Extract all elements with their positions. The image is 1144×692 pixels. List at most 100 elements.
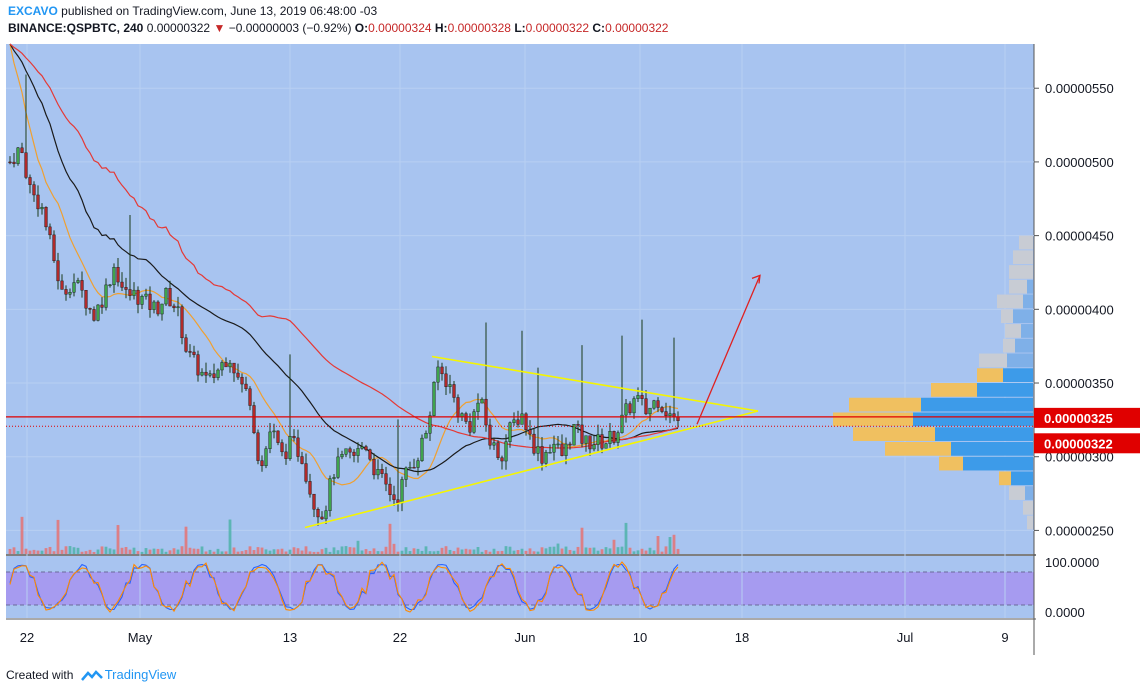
volume-bar: [200, 546, 204, 554]
candle-body: [252, 405, 256, 434]
volume-bar: [36, 550, 40, 554]
volume-bar: [88, 549, 92, 554]
price-tick-label: 0.00000450: [1045, 229, 1114, 244]
candle-body: [32, 184, 36, 196]
candle-body: [564, 443, 568, 456]
candle-body: [524, 413, 528, 431]
volume-bar: [320, 549, 324, 554]
profile-bar: [1013, 309, 1033, 324]
volume-bar: [76, 547, 80, 554]
volume-bar: [248, 546, 252, 554]
stoch-axis: 100.0000 0.0000: [1045, 555, 1099, 620]
volume-bar: [164, 551, 168, 554]
candle-body: [76, 280, 80, 283]
volume-bar: [632, 551, 636, 554]
candle-body: [460, 413, 464, 417]
volume-bar: [264, 549, 268, 554]
volume-bar: [112, 549, 116, 554]
price-axis: 0.00000550 0.00000500 0.00000450 0.00000400…: [1034, 81, 1140, 538]
price-label-box: [1034, 407, 1140, 428]
volume-bar: [80, 551, 84, 554]
volume-bar: [416, 548, 420, 554]
candle-body: [632, 398, 636, 414]
volume-bar: [156, 548, 160, 554]
volume-profile: [833, 235, 1033, 530]
high-value: 0.00000328: [447, 21, 511, 35]
volume-bar: [116, 525, 120, 554]
volume-bar: [496, 551, 500, 554]
high-label: H:: [434, 21, 448, 35]
candle-body: [580, 424, 584, 444]
volume-bar: [564, 546, 568, 554]
volume-bar: [368, 551, 372, 554]
volume-bar: [568, 549, 572, 554]
candle-body: [492, 442, 496, 446]
volume-bar: [340, 546, 344, 554]
profile-bar-secondary: [997, 294, 1023, 309]
volume-bar: [624, 522, 628, 554]
candle-body: [452, 384, 456, 398]
candle-body: [280, 442, 284, 453]
volume-bar: [20, 516, 24, 554]
volume-bar: [260, 547, 264, 554]
candle-body: [368, 449, 372, 460]
candle-body: [444, 373, 448, 387]
candle-body: [628, 403, 632, 414]
candle-body: [260, 460, 264, 467]
volume-bar: [224, 551, 228, 554]
candle-body: [664, 411, 668, 417]
volume-bar: [364, 549, 368, 554]
price-tick-label: 0.00000550: [1045, 81, 1114, 96]
candle-body: [388, 483, 392, 495]
candle-body: [668, 413, 672, 417]
candle-body: [532, 433, 536, 454]
candle-body: [336, 456, 340, 478]
open-value: 0.00000324: [368, 21, 432, 35]
candle-body: [540, 446, 544, 464]
candle-body: [600, 434, 604, 449]
volume-bar: [296, 548, 300, 554]
volume-bar: [188, 547, 192, 554]
volume-bar: [464, 548, 468, 554]
candle-body: [560, 443, 564, 456]
ohlc-header: BINANCE:QSPBTC, 240 0.00000322 ▼ −0.0000…: [8, 21, 668, 35]
profile-bar-secondary: [1009, 279, 1027, 294]
candle-body: [12, 161, 16, 164]
volume-bar: [372, 548, 376, 554]
candle-body: [284, 451, 288, 459]
candle-body: [448, 384, 452, 387]
candle-body: [392, 494, 396, 500]
volume-bar: [480, 551, 484, 554]
volume-bar: [144, 548, 148, 554]
tradingview-brand[interactable]: TradingView: [104, 667, 177, 682]
candle-body: [92, 309, 96, 321]
candle-body: [344, 448, 348, 455]
candle-body: [248, 388, 252, 406]
volume-bar: [500, 550, 504, 554]
candle-body: [676, 416, 680, 421]
candle-body: [296, 437, 300, 457]
volume-bar: [504, 546, 508, 554]
profile-bar-secondary: [1027, 515, 1033, 530]
profile-bar-value-area: [913, 412, 1033, 427]
candle-body: [160, 303, 164, 315]
publisher-name[interactable]: EXCAVO: [8, 4, 58, 18]
stoch-tick-label: 100.0000: [1045, 555, 1099, 570]
low-value: 0.00000322: [525, 21, 590, 35]
candle-body: [420, 437, 424, 461]
candle-body: [512, 419, 516, 423]
candle-body: [424, 433, 428, 439]
candle-body: [308, 481, 312, 495]
volume-bar: [460, 549, 464, 554]
volume-bar: [380, 551, 384, 554]
volume-bar: [360, 550, 364, 554]
volume-bar: [436, 550, 440, 554]
candle-body: [572, 424, 576, 446]
profile-bar-value-area: [963, 456, 1033, 471]
profile-bar: [1025, 486, 1033, 500]
volume-bar: [540, 547, 544, 554]
volume-bar: [656, 536, 660, 554]
profile-bar-value-area-secondary: [999, 471, 1011, 486]
price-tick-label: 0.00000250: [1045, 523, 1114, 538]
